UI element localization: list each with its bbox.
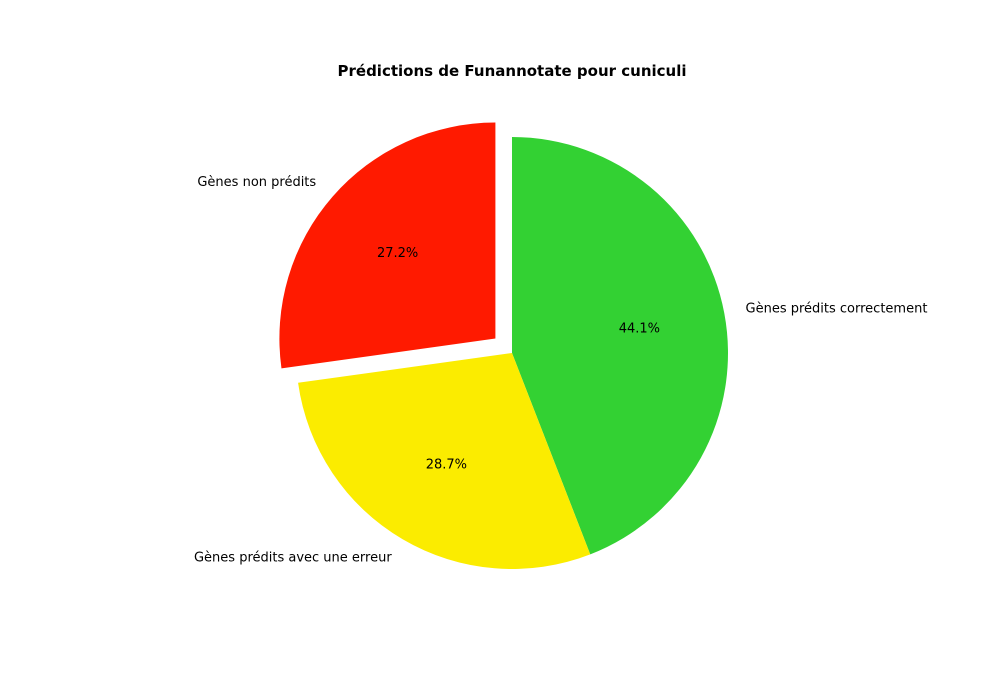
slice-percent-0: 44.1% [619, 322, 660, 337]
slice-percent-1: 28.7% [426, 457, 467, 472]
pie-slice-0 [512, 137, 728, 555]
slice-label-1: Gènes prédits avec une erreur [194, 550, 392, 565]
slice-percent-2: 27.2% [377, 246, 418, 261]
pie-labels: Gènes prédits correctement 44.1% Gènes pré… [194, 175, 927, 565]
slice-label-0: Gènes prédits correctement [746, 302, 928, 317]
chart-title: Prédictions de Funannotate pour cuniculi [338, 62, 687, 80]
pie-slice-1 [298, 353, 591, 569]
pie-slice-2 [279, 122, 496, 369]
slice-label-2: Gènes non prédits [197, 175, 316, 190]
pie-slices [279, 122, 728, 569]
